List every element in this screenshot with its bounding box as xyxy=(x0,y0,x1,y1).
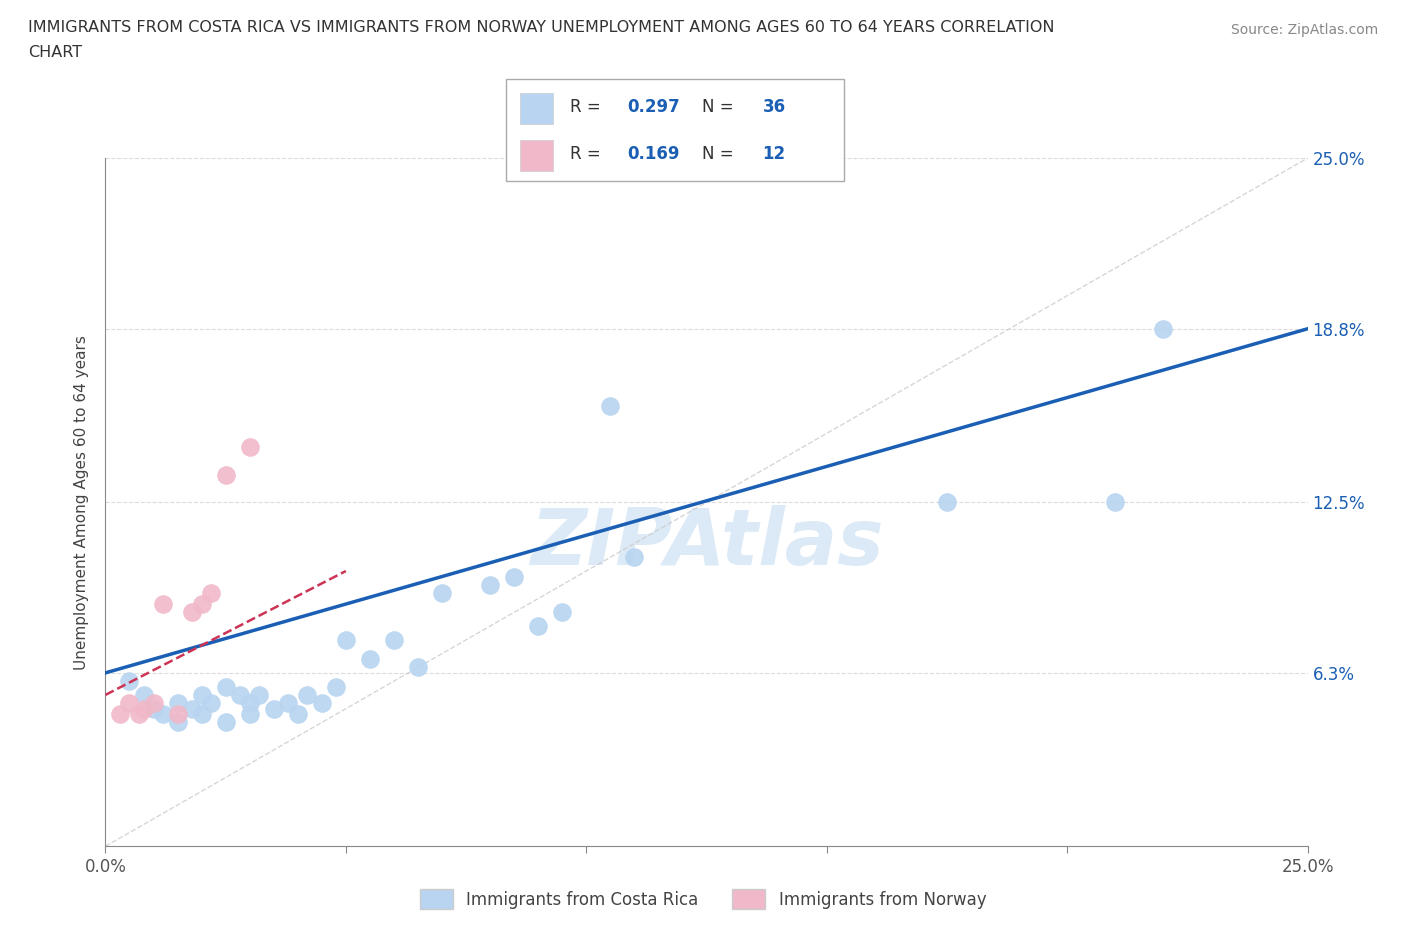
Point xyxy=(479,578,502,592)
Point xyxy=(118,696,141,711)
Point xyxy=(214,679,236,694)
Point xyxy=(152,707,174,722)
Text: N =: N = xyxy=(702,145,738,163)
Text: 12: 12 xyxy=(762,145,786,163)
Bar xyxy=(520,93,554,124)
FancyBboxPatch shape xyxy=(506,79,844,181)
Y-axis label: Unemployment Among Ages 60 to 64 years: Unemployment Among Ages 60 to 64 years xyxy=(75,335,90,670)
Text: R =: R = xyxy=(571,145,606,163)
Point xyxy=(190,597,212,612)
Text: ZIPAtlas: ZIPAtlas xyxy=(530,506,883,581)
Point xyxy=(200,586,222,601)
Point xyxy=(1104,495,1126,510)
Point xyxy=(311,696,333,711)
Point xyxy=(166,715,188,730)
Point xyxy=(200,696,222,711)
Point xyxy=(152,597,174,612)
Point xyxy=(263,701,285,716)
Text: Source: ZipAtlas.com: Source: ZipAtlas.com xyxy=(1230,23,1378,37)
Point xyxy=(247,687,270,702)
Point xyxy=(430,586,453,601)
Point xyxy=(181,701,204,716)
Text: 0.297: 0.297 xyxy=(627,98,681,115)
Point xyxy=(503,569,526,584)
Point xyxy=(142,696,165,711)
Text: R =: R = xyxy=(571,98,606,115)
Point xyxy=(128,707,150,722)
Point xyxy=(239,696,262,711)
Text: 36: 36 xyxy=(762,98,786,115)
Point xyxy=(527,618,550,633)
Point xyxy=(287,707,309,722)
Point xyxy=(142,701,165,716)
Point xyxy=(190,707,212,722)
Point xyxy=(551,604,574,619)
Point xyxy=(359,652,381,667)
Text: CHART: CHART xyxy=(28,45,82,60)
Point xyxy=(325,679,347,694)
Point xyxy=(623,550,645,565)
Point xyxy=(297,687,319,702)
Point xyxy=(239,440,262,455)
Point xyxy=(239,707,262,722)
Point xyxy=(214,715,236,730)
Point xyxy=(406,660,429,675)
Point xyxy=(229,687,252,702)
Point xyxy=(1152,322,1174,337)
Point xyxy=(108,707,131,722)
Point xyxy=(181,604,204,619)
Point xyxy=(132,687,155,702)
Point xyxy=(214,467,236,482)
Text: N =: N = xyxy=(702,98,738,115)
Legend: Immigrants from Costa Rica, Immigrants from Norway: Immigrants from Costa Rica, Immigrants f… xyxy=(412,881,994,917)
Point xyxy=(118,673,141,688)
Point xyxy=(132,701,155,716)
Point xyxy=(382,632,405,647)
Text: IMMIGRANTS FROM COSTA RICA VS IMMIGRANTS FROM NORWAY UNEMPLOYMENT AMONG AGES 60 : IMMIGRANTS FROM COSTA RICA VS IMMIGRANTS… xyxy=(28,20,1054,35)
Text: 0.169: 0.169 xyxy=(627,145,681,163)
Point xyxy=(335,632,357,647)
Point xyxy=(936,495,959,510)
Bar xyxy=(520,140,554,171)
Point xyxy=(190,687,212,702)
Point xyxy=(599,398,621,413)
Point xyxy=(277,696,299,711)
Point xyxy=(166,696,188,711)
Point xyxy=(166,707,188,722)
